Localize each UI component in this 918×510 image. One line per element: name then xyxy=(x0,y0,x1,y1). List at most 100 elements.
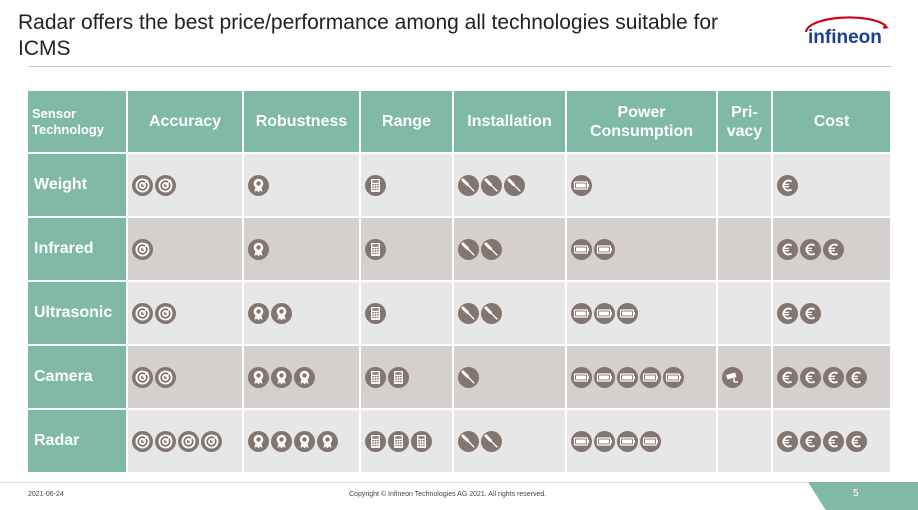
screwdriver-icon xyxy=(458,430,479,452)
target-icon xyxy=(132,238,153,260)
icon-group xyxy=(248,174,359,196)
icon-group xyxy=(458,302,565,324)
cell-cost xyxy=(772,281,892,346)
cell-privacy xyxy=(717,281,773,346)
table-row: Infrared xyxy=(28,217,892,282)
icon-group xyxy=(571,430,716,452)
row-label: Camera xyxy=(28,345,128,410)
screwdriver-icon xyxy=(458,366,479,388)
screwdriver-icon xyxy=(458,238,479,260)
icon-group xyxy=(248,366,359,388)
cell-cost xyxy=(772,217,892,282)
cell-robustness xyxy=(243,217,361,282)
cell-privacy xyxy=(717,345,773,410)
target-icon xyxy=(155,174,176,196)
icon-group xyxy=(132,174,242,196)
rosette-icon xyxy=(271,302,292,324)
target-icon xyxy=(178,430,199,452)
row-label: Radar xyxy=(28,409,128,474)
icon-group xyxy=(365,430,452,452)
header-installation: Installation xyxy=(453,91,567,154)
cell-installation xyxy=(453,217,567,282)
header-privacy: Pri-vacy xyxy=(717,91,773,154)
rosette-icon xyxy=(248,430,269,452)
rosette-icon xyxy=(294,366,315,388)
cell-privacy xyxy=(717,153,773,218)
battery-icon xyxy=(617,430,638,452)
euro-icon xyxy=(823,430,844,452)
cell-accuracy xyxy=(127,345,244,410)
icon-group xyxy=(458,430,565,452)
cell-robustness xyxy=(243,281,361,346)
cell-power xyxy=(566,217,718,282)
icon-group xyxy=(365,302,452,324)
cell-installation xyxy=(453,281,567,346)
row-label: Ultrasonic xyxy=(28,281,128,346)
battery-icon xyxy=(640,430,661,452)
euro-icon xyxy=(777,430,798,452)
rosette-icon xyxy=(248,238,269,260)
camera-icon xyxy=(722,366,743,388)
row-label: Infrared xyxy=(28,217,128,282)
cell-accuracy xyxy=(127,217,244,282)
rosette-icon xyxy=(271,366,292,388)
battery-icon xyxy=(594,366,615,388)
battery-icon xyxy=(640,366,661,388)
rosette-icon xyxy=(294,430,315,452)
table-row: Camera xyxy=(28,345,892,410)
cell-power xyxy=(566,345,718,410)
header-row: Sensor Technology Accuracy Robustness Ra… xyxy=(28,91,892,154)
rosette-icon xyxy=(248,366,269,388)
battery-icon xyxy=(571,238,592,260)
cell-cost xyxy=(772,409,892,474)
euro-icon xyxy=(777,174,798,196)
icon-group xyxy=(132,366,242,388)
cell-range xyxy=(360,217,454,282)
calculator-icon xyxy=(365,174,386,196)
target-icon xyxy=(155,430,176,452)
icon-group xyxy=(777,430,890,452)
battery-icon xyxy=(594,430,615,452)
icon-group xyxy=(458,174,565,196)
target-icon xyxy=(132,302,153,324)
icon-group xyxy=(777,174,890,196)
euro-icon xyxy=(800,302,821,324)
euro-icon xyxy=(846,430,867,452)
icon-group xyxy=(571,238,716,260)
rosette-icon xyxy=(271,430,292,452)
calculator-icon xyxy=(365,366,386,388)
target-icon xyxy=(132,174,153,196)
euro-icon xyxy=(800,366,821,388)
icon-group xyxy=(132,430,242,452)
row-label: Weight xyxy=(28,153,128,218)
icon-group xyxy=(571,174,716,196)
battery-icon xyxy=(594,302,615,324)
euro-icon xyxy=(777,366,798,388)
icon-group xyxy=(365,366,452,388)
cell-privacy xyxy=(717,409,773,474)
icon-group xyxy=(458,238,565,260)
cell-range xyxy=(360,281,454,346)
calculator-icon xyxy=(411,430,432,452)
icon-group xyxy=(248,430,359,452)
cell-robustness xyxy=(243,345,361,410)
calculator-icon xyxy=(365,430,386,452)
calculator-icon xyxy=(388,366,409,388)
icon-group xyxy=(132,302,242,324)
euro-icon xyxy=(823,238,844,260)
cell-accuracy xyxy=(127,281,244,346)
calculator-icon xyxy=(365,238,386,260)
cell-installation xyxy=(453,153,567,218)
slide-title: Radar offers the best price/performance … xyxy=(18,11,719,60)
battery-icon xyxy=(663,366,684,388)
screwdriver-icon xyxy=(458,302,479,324)
icon-group xyxy=(777,366,890,388)
icon-group xyxy=(248,302,359,324)
cell-robustness xyxy=(243,409,361,474)
screwdriver-icon xyxy=(481,174,502,196)
cell-range xyxy=(360,345,454,410)
calculator-icon xyxy=(388,430,409,452)
header-accuracy: Accuracy xyxy=(127,91,244,154)
battery-icon xyxy=(617,302,638,324)
icon-group xyxy=(571,366,716,388)
